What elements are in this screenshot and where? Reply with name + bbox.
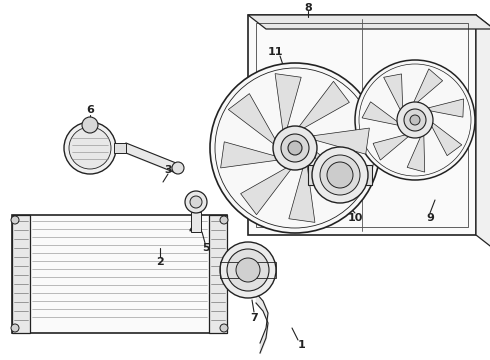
Text: 8: 8 xyxy=(304,3,312,13)
Text: 5: 5 xyxy=(202,243,210,253)
Polygon shape xyxy=(373,134,412,160)
Circle shape xyxy=(320,155,360,195)
Circle shape xyxy=(64,122,116,174)
Polygon shape xyxy=(289,159,315,222)
Circle shape xyxy=(11,216,19,224)
Bar xyxy=(12,215,30,333)
Text: 10: 10 xyxy=(347,213,363,223)
Text: 2: 2 xyxy=(156,257,164,267)
Circle shape xyxy=(288,141,302,155)
Bar xyxy=(209,215,227,333)
Circle shape xyxy=(220,216,228,224)
Polygon shape xyxy=(295,81,349,132)
Polygon shape xyxy=(275,74,301,137)
Circle shape xyxy=(220,242,276,298)
Text: 11: 11 xyxy=(267,47,283,57)
Polygon shape xyxy=(306,128,369,154)
Circle shape xyxy=(227,249,269,291)
Circle shape xyxy=(190,196,202,208)
Bar xyxy=(12,215,227,333)
Polygon shape xyxy=(429,120,462,156)
Circle shape xyxy=(327,162,353,188)
Circle shape xyxy=(210,63,380,233)
Bar xyxy=(256,23,468,227)
Polygon shape xyxy=(362,102,402,126)
Polygon shape xyxy=(384,74,403,114)
Text: 3: 3 xyxy=(164,165,172,175)
Circle shape xyxy=(69,127,111,169)
Text: 7: 7 xyxy=(250,313,258,323)
Polygon shape xyxy=(407,131,425,172)
Circle shape xyxy=(172,162,184,174)
Polygon shape xyxy=(311,148,362,202)
Circle shape xyxy=(236,258,260,282)
Circle shape xyxy=(410,115,420,125)
Polygon shape xyxy=(241,164,295,215)
Circle shape xyxy=(397,102,433,138)
Text: 4: 4 xyxy=(188,225,196,235)
Polygon shape xyxy=(424,99,464,117)
Circle shape xyxy=(312,147,368,203)
Circle shape xyxy=(355,60,475,180)
Circle shape xyxy=(11,324,19,332)
Circle shape xyxy=(404,109,426,131)
Bar xyxy=(220,262,276,278)
Bar xyxy=(114,143,126,153)
Polygon shape xyxy=(248,15,490,29)
Bar xyxy=(308,165,372,185)
Circle shape xyxy=(273,126,317,170)
Circle shape xyxy=(82,117,98,133)
Text: 9: 9 xyxy=(426,213,434,223)
Circle shape xyxy=(185,191,207,213)
Polygon shape xyxy=(476,15,490,249)
Circle shape xyxy=(281,134,309,162)
Text: 1: 1 xyxy=(298,340,306,350)
Polygon shape xyxy=(412,69,442,106)
Polygon shape xyxy=(220,142,284,168)
Circle shape xyxy=(220,324,228,332)
Polygon shape xyxy=(228,94,279,148)
Bar xyxy=(248,15,476,235)
Bar xyxy=(191,212,201,232)
Text: 6: 6 xyxy=(86,105,94,115)
